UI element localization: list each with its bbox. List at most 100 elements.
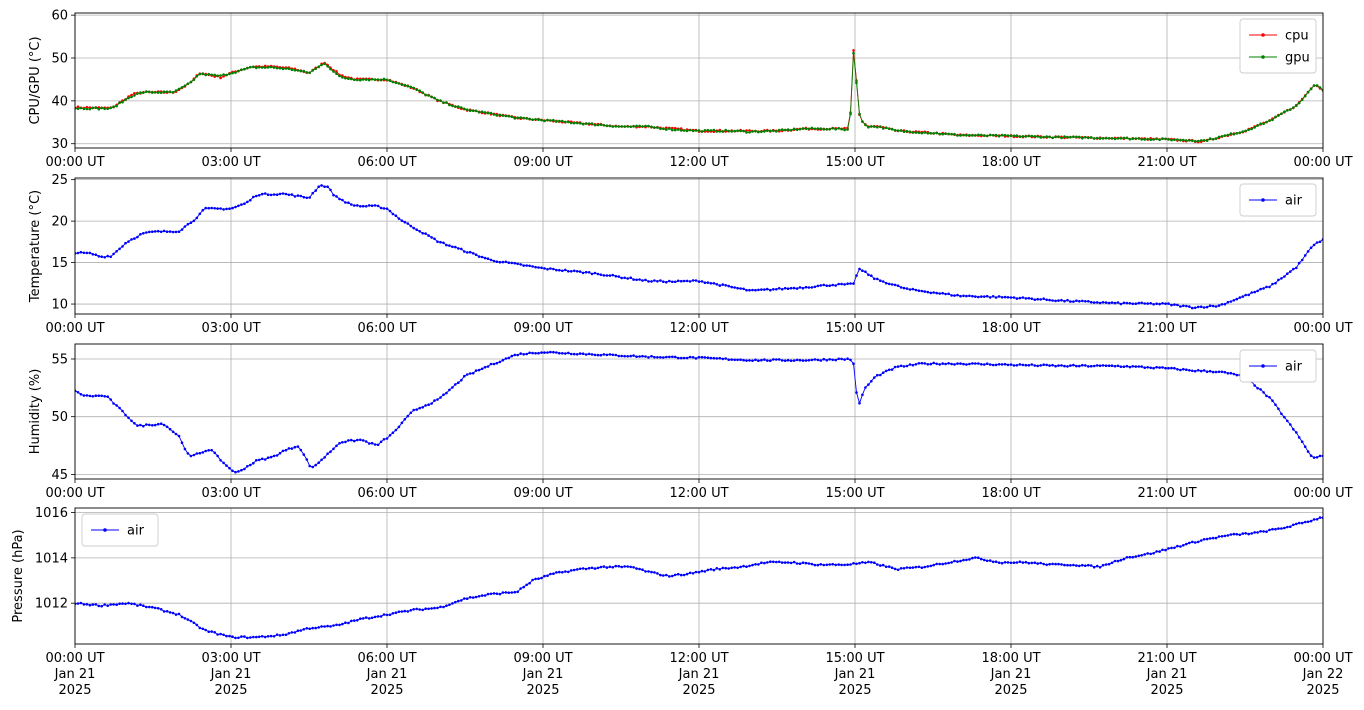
x-tick-label: 21:00 UT [1137,155,1196,170]
y-tick-label: 1014 [35,551,68,566]
legend-marker [1261,364,1265,368]
y-tick-label: 20 [51,215,68,230]
legend-frame [1239,183,1317,217]
x-tick-label: 06:00 UT [357,486,416,501]
plot-area [75,350,1323,474]
x-tick-date: Jan 21 [990,667,1032,682]
x-tick-label: 21:00 UT [1137,486,1196,501]
x-tick-label: 15:00 UT [825,321,884,336]
x-tick-label: 18:00 UT [981,651,1040,666]
y-axis-label: Humidity (%) [28,369,43,455]
x-tick-label: 15:00 UT [825,651,884,666]
x-tick-label: 00:00 UT [1293,321,1352,336]
x-tick-label: 09:00 UT [513,155,572,170]
plot-area [75,184,1323,310]
x-tick-label: 12:00 UT [669,155,728,170]
x-tick-label: 00:00 UT [1293,486,1352,501]
x-tick-year: 2025 [370,683,403,698]
x-tick-date: Jan 21 [366,667,408,682]
series-air-line [75,517,1323,639]
x-tick-label: 18:00 UT [981,486,1040,501]
legend: air [81,513,159,547]
x-tick-label: 00:00 UT [1293,155,1352,170]
y-axis-label: Pressure (hPa) [11,529,26,622]
x-tick-label: 12:00 UT [669,486,728,501]
legend-marker [103,528,107,532]
legend: air [1239,349,1317,383]
series-air-line [75,351,1323,473]
x-tick-label: 06:00 UT [357,651,416,666]
x-tick-date: Jan 21 [1146,667,1188,682]
x-tick-year: 2025 [1150,683,1183,698]
series-gpu-line [75,53,1323,142]
x-tick-label: 03:00 UT [201,321,260,336]
x-tick-label: 09:00 UT [513,486,572,501]
series-air-line [75,184,1323,309]
x-tick-label: 12:00 UT [669,651,728,666]
y-tick-label: 50 [51,410,68,425]
x-tick-label: 03:00 UT [201,651,260,666]
y-tick-label: 45 [51,468,68,483]
x-tick-label: 09:00 UT [513,321,572,336]
y-tick-label: 50 [51,52,68,67]
x-tick-label: 18:00 UT [981,321,1040,336]
plot-area [75,516,1323,640]
legend-label-cpu: cpu [1285,29,1309,44]
chart-panel-1: 00:00 UT 03:00 UT 06:00 UT 09:00 UT 12:00 UT… [28,9,1353,170]
chart-panel-3: 00:00 UT 03:00 UT 06:00 UT 09:00 UT 12:00 UT… [28,343,1353,501]
x-tick-date: Jan 21 [522,667,564,682]
legend-marker [1261,198,1265,202]
plot-area [75,49,1323,144]
y-tick-label: 15 [51,256,68,271]
legend-label-air: air [1285,360,1303,375]
x-tick-year: 2025 [682,683,715,698]
x-tick-date: Jan 21 [54,667,96,682]
x-tick-label: 12:00 UT [669,321,728,336]
x-tick-year: 2025 [58,683,91,698]
x-tick-label: 00:00 UT [45,155,104,170]
y-tick-label: 40 [51,94,68,109]
legend-label-air: air [1285,194,1303,209]
x-tick-year: 2025 [526,683,559,698]
x-tick-year: 2025 [838,683,871,698]
legend: cpu gpu [1239,18,1317,74]
y-tick-label: 55 [51,353,68,368]
x-tick-label: 18:00 UT [981,155,1040,170]
x-tick-label: 06:00 UT [357,155,416,170]
x-tick-year: 2025 [214,683,247,698]
y-tick-label: 1016 [35,506,68,521]
x-tick-date: Jan 21 [678,667,720,682]
y-tick-label: 10 [51,298,68,313]
x-tick-label: 00:00 UT [45,486,104,501]
x-tick-label: 00:00 UT [45,321,104,336]
legend-label-air: air [127,524,145,539]
x-tick-date: Jan 22 [1302,667,1344,682]
x-tick-label: 15:00 UT [825,486,884,501]
legend-marker [1261,33,1265,37]
x-tick-label: 06:00 UT [357,321,416,336]
x-tick-label: 21:00 UT [1137,321,1196,336]
x-tick-label: 03:00 UT [201,486,260,501]
x-tick-year: 2025 [994,683,1027,698]
y-tick-label: 25 [51,173,68,188]
x-tick-label: 21:00 UT [1137,651,1196,666]
legend-frame [1239,349,1317,383]
x-tick-label: 15:00 UT [825,155,884,170]
legend-frame [81,513,159,547]
chart-panel-2: 00:00 UT 03:00 UT 06:00 UT 09:00 UT 12:00 UT… [28,173,1353,336]
y-axis-label: Temperature (°C) [28,190,43,303]
x-tick-year: 2025 [1306,683,1339,698]
legend-label-gpu: gpu [1285,51,1310,66]
x-tick-label: 09:00 UT [513,651,572,666]
y-tick-label: 30 [51,137,68,152]
x-tick-label: 00:00 UT [1293,651,1352,666]
y-tick-label: 60 [51,9,68,24]
legend-marker [1261,55,1265,59]
legend-frame [1239,18,1317,74]
legend: air [1239,183,1317,217]
x-tick-label: 00:00 UT [45,651,104,666]
x-tick-date: Jan 21 [210,667,252,682]
x-tick-date: Jan 21 [834,667,876,682]
